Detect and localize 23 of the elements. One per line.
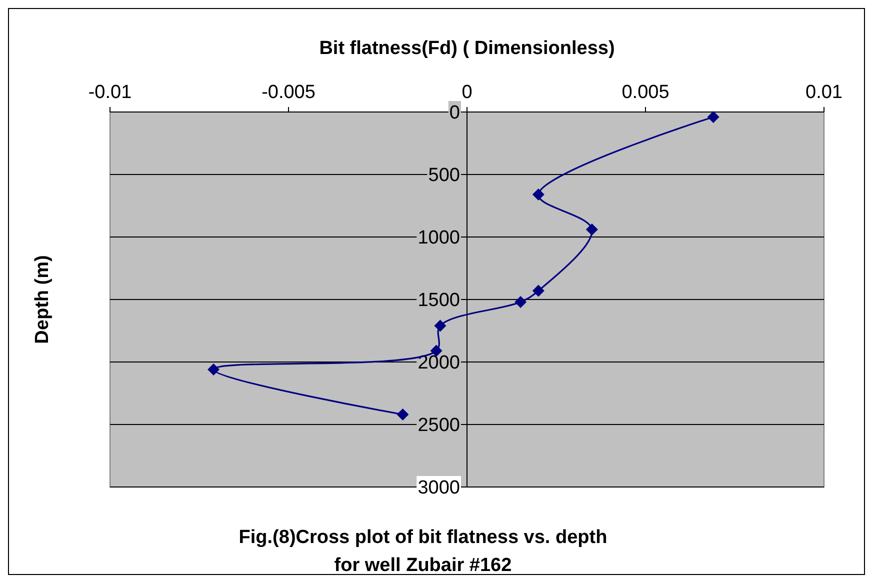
y-tick-label: 1500 [418, 290, 460, 312]
x-tick-label: 0.01 [806, 82, 842, 103]
point [532, 284, 544, 297]
y-tick-label: 0 [449, 102, 460, 124]
point [532, 188, 544, 200]
text: Fig.(8)Cross plot of bit flatness vs. depth [238, 527, 608, 548]
point [396, 408, 409, 420]
x-tick-label: -0.01 [88, 82, 132, 103]
point [514, 296, 527, 308]
point [586, 224, 598, 236]
y-tick-label: 1000 [418, 228, 460, 249]
y-tick-label: 2000 [418, 352, 460, 374]
point [208, 364, 220, 376]
point [434, 320, 446, 332]
y-tick-label: 3000 [418, 478, 460, 499]
text: for well Zubair #162 [334, 555, 512, 576]
y-tick-label: 2500 [418, 415, 460, 436]
x-tick-label: -0.005 [262, 82, 316, 103]
x-axis-title: Bit flatness(Fd) ( Dimensionless) [319, 38, 615, 59]
y-axis-title: Depth (m) [32, 255, 53, 344]
y-tick-label: 500 [428, 165, 460, 186]
point [707, 111, 720, 123]
x-tick-label: 0.005 [622, 82, 670, 103]
